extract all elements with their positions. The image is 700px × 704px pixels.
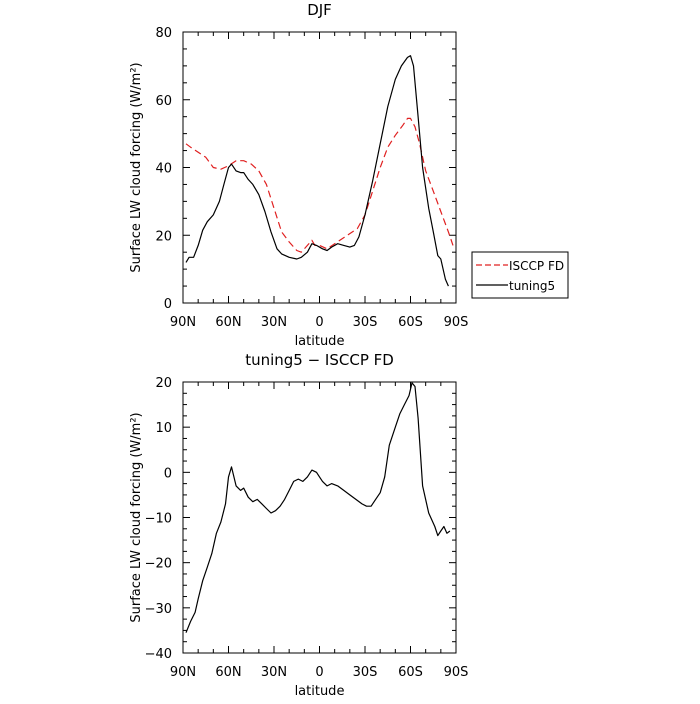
x-tick-label: 60S: [398, 315, 423, 330]
chart-title: DJF: [307, 1, 332, 19]
y-tick-label: −20: [145, 557, 172, 572]
y-tick-label: 60: [155, 94, 172, 109]
x-tick-label: 60N: [215, 665, 241, 680]
chart-title: tuning5 − ISCCP FD: [245, 351, 394, 369]
x-tick-label: 60S: [398, 665, 423, 680]
x-tick-label: 30N: [261, 665, 287, 680]
x-axis-label: latitude: [295, 334, 345, 349]
y-tick-label: 20: [155, 376, 172, 391]
plot-frame: [182, 381, 457, 654]
x-tick-label: 90N: [170, 665, 196, 680]
x-tick-label: 60N: [215, 315, 241, 330]
y-tick-label: −40: [145, 647, 172, 662]
y-axis-label: Surface LW cloud forcing (W/m²): [129, 412, 144, 622]
y-tick-label: −10: [145, 512, 172, 527]
y-axis-label: Surface LW cloud forcing (W/m²): [129, 62, 144, 272]
x-tick-label: 90S: [444, 665, 469, 680]
x-tick-label: 30S: [353, 665, 378, 680]
legend-label: tuning5: [509, 279, 555, 293]
series-line-difference: [185, 382, 451, 633]
y-tick-label: 0: [164, 466, 172, 481]
x-tick-label: 90N: [170, 315, 196, 330]
x-tick-label: 30S: [353, 315, 378, 330]
legend-box: [471, 251, 569, 299]
y-tick-label: 20: [155, 229, 172, 244]
y-tick-label: 40: [155, 162, 172, 177]
y-tick-label: −30: [145, 602, 172, 617]
x-tick-label: 90S: [444, 315, 469, 330]
y-tick-label: 0: [164, 297, 172, 312]
x-axis-label: latitude: [295, 684, 345, 699]
series-line-isccp-fd: [185, 117, 454, 253]
legend-label: ISCCP FD: [509, 259, 564, 273]
x-tick-label: 30N: [261, 315, 287, 330]
x-tick-label: 0: [315, 315, 323, 330]
series-line-tuning5: [185, 55, 449, 287]
y-tick-label: 10: [155, 421, 172, 436]
x-tick-label: 0: [315, 665, 323, 680]
y-tick-label: 80: [155, 26, 172, 41]
